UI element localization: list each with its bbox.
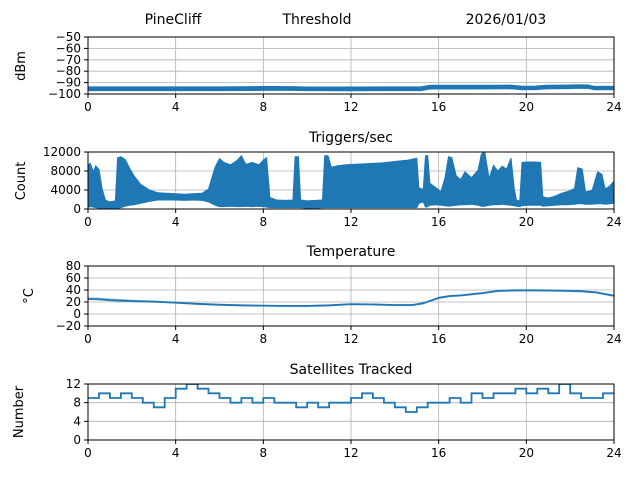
- x-axis-temperature: 0 4 8 12 16 20 24: [84, 326, 622, 346]
- plot4-title: Satellites Tracked: [289, 362, 413, 378]
- x-tick-label: 20: [519, 446, 534, 460]
- x-tick-label: 4: [172, 446, 180, 460]
- x-tick-label: 8: [260, 100, 268, 114]
- rssi-threshold-band: [88, 84, 614, 92]
- y-tick-label: 60: [66, 271, 81, 285]
- x-tick-label: 16: [431, 100, 446, 114]
- x-tick-label: 20: [519, 100, 534, 114]
- x-tick-label: 24: [606, 332, 621, 346]
- x-tick-label: 24: [606, 446, 621, 460]
- x-tick-label: 0: [84, 215, 92, 229]
- x-tick-label: 12: [343, 215, 358, 229]
- y-tick-label: 20: [66, 295, 81, 309]
- y-axis-satellites: 0 4 8 12: [66, 377, 88, 447]
- y-tick-label: 8: [73, 396, 81, 410]
- y-tick-label: −60: [56, 41, 81, 55]
- x-tick-label: 16: [431, 446, 446, 460]
- plot4-ylabel: Number: [12, 385, 27, 439]
- y-tick-label: 4000: [50, 183, 81, 197]
- satellites-count: [88, 384, 614, 413]
- y-tick-label: −100: [48, 87, 81, 101]
- y-tick-label: −90: [56, 76, 81, 90]
- y-tick-label: 8000: [50, 164, 81, 178]
- x-tick-label: 12: [343, 332, 358, 346]
- x-tick-label: 8: [260, 215, 268, 229]
- x-tick-label: 12: [343, 446, 358, 460]
- y-tick-label: 12000: [43, 145, 81, 159]
- x-tick-label: 16: [431, 332, 446, 346]
- x-tick-label: 0: [84, 446, 92, 460]
- y-tick-label: −70: [56, 53, 81, 67]
- y-tick-label: 0: [73, 433, 81, 447]
- chart-threshold: 0 4 8 12 16 20 24 −100−90−80−70−60−50: [48, 30, 622, 114]
- y-tick-label: 0: [73, 307, 81, 321]
- chart-triggers: 0 4 8 12 16 20 24 0 4000 8000 12000: [43, 145, 622, 229]
- series-group-temperature: [88, 289, 614, 308]
- x-tick-label: 4: [172, 215, 180, 229]
- plot3-title: Temperature: [306, 244, 396, 260]
- series-group-triggers: [88, 152, 614, 209]
- x-tick-label: 20: [519, 332, 534, 346]
- plot3-ylabel: °C: [22, 288, 37, 304]
- x-tick-label: 4: [172, 332, 180, 346]
- y-tick-label: −80: [56, 64, 81, 78]
- x-tick-label: 16: [431, 215, 446, 229]
- x-axis-threshold: 0 4 8 12 16 20 24: [84, 94, 622, 114]
- y-axis-triggers: 0 4000 8000 12000: [43, 145, 88, 216]
- plot2-title: Triggers/sec: [309, 130, 393, 146]
- x-axis-triggers: 0 4 8 12 16 20 24: [84, 209, 622, 229]
- y-tick-label: −20: [56, 319, 81, 333]
- y-axis-threshold: −100−90−80−70−60−50: [48, 30, 88, 101]
- y-tick-label: 40: [66, 283, 81, 297]
- y-tick-label: 4: [73, 414, 81, 428]
- y-tick-label: 80: [66, 259, 81, 273]
- grid-threshold: [87, 36, 615, 95]
- plot1-title-left: PineCliff: [144, 12, 202, 28]
- grid-temperature: [87, 265, 615, 327]
- y-tick-label: −50: [56, 30, 81, 44]
- plot2-ylabel: Count: [14, 161, 29, 201]
- plot1-title-center: Threshold: [282, 12, 352, 28]
- series-group-satellites: [88, 384, 614, 413]
- x-tick-label: 20: [519, 215, 534, 229]
- triggers-band: [88, 152, 614, 209]
- temperature-primary: [88, 289, 614, 307]
- chart-satellites: 0 4 8 12 16 20 24 0 4 8 12: [66, 377, 622, 460]
- x-tick-label: 0: [84, 332, 92, 346]
- plot1-ylabel: dBm: [14, 51, 29, 81]
- plot1-title-right: 2026/01/03: [465, 12, 547, 28]
- x-axis-satellites: 0 4 8 12 16 20 24: [84, 440, 622, 460]
- x-tick-label: 8: [260, 446, 268, 460]
- x-tick-label: 8: [260, 332, 268, 346]
- series-group-threshold: [88, 84, 614, 92]
- y-tick-label: 12: [66, 377, 81, 391]
- x-tick-label: 12: [343, 100, 358, 114]
- x-tick-label: 4: [172, 100, 180, 114]
- x-tick-label: 0: [84, 100, 92, 114]
- x-tick-label: 24: [606, 215, 621, 229]
- x-tick-label: 24: [606, 100, 621, 114]
- y-tick-label: 0: [73, 202, 81, 216]
